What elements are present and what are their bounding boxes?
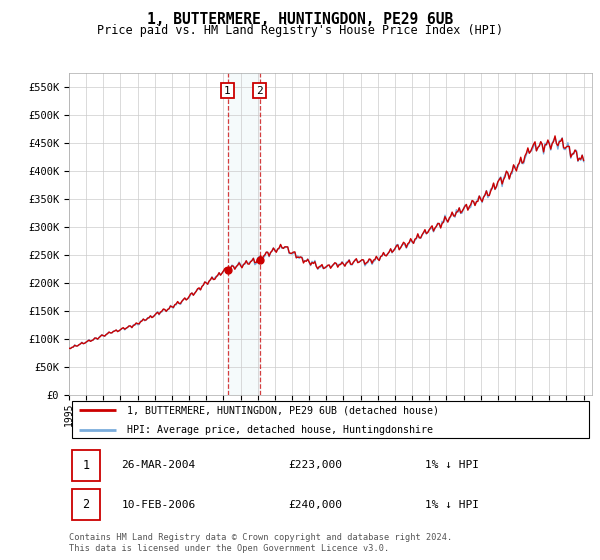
Text: 26-MAR-2004: 26-MAR-2004	[121, 460, 196, 470]
FancyBboxPatch shape	[71, 450, 100, 480]
Text: £240,000: £240,000	[289, 500, 343, 510]
Text: Contains HM Land Registry data © Crown copyright and database right 2024.
This d: Contains HM Land Registry data © Crown c…	[69, 533, 452, 553]
FancyBboxPatch shape	[71, 489, 100, 520]
Text: 2: 2	[256, 86, 263, 96]
Text: 2: 2	[82, 498, 89, 511]
Text: 1% ↓ HPI: 1% ↓ HPI	[425, 500, 479, 510]
Text: 1: 1	[224, 86, 231, 96]
Text: 1, BUTTERMERE, HUNTINGDON, PE29 6UB (detached house): 1, BUTTERMERE, HUNTINGDON, PE29 6UB (det…	[127, 405, 439, 415]
FancyBboxPatch shape	[71, 402, 589, 437]
Text: 10-FEB-2006: 10-FEB-2006	[121, 500, 196, 510]
Text: 1: 1	[82, 459, 89, 472]
Text: 1, BUTTERMERE, HUNTINGDON, PE29 6UB: 1, BUTTERMERE, HUNTINGDON, PE29 6UB	[147, 12, 453, 27]
Text: HPI: Average price, detached house, Huntingdonshire: HPI: Average price, detached house, Hunt…	[127, 424, 433, 435]
Bar	[227, 73, 260, 395]
Text: Price paid vs. HM Land Registry's House Price Index (HPI): Price paid vs. HM Land Registry's House …	[97, 24, 503, 37]
Text: £223,000: £223,000	[289, 460, 343, 470]
Text: 1% ↓ HPI: 1% ↓ HPI	[425, 460, 479, 470]
